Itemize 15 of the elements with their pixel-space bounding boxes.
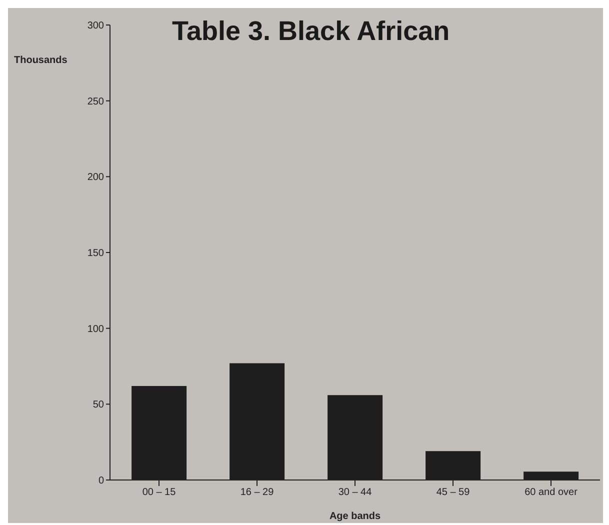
y-tick-label: 50 xyxy=(92,400,104,411)
y-axis-title: Thousands xyxy=(14,55,68,66)
y-tick-label: 100 xyxy=(87,324,104,335)
y-tick-label: 150 xyxy=(87,248,104,260)
x-tick-label: 30 – 44 xyxy=(338,487,372,498)
x-tick-label: 00 – 15 xyxy=(142,487,176,498)
x-tick-label: 60 and over xyxy=(524,487,578,498)
y-tick-label: 200 xyxy=(87,172,104,184)
y-tick-label: 250 xyxy=(87,96,104,108)
y-tick-label: 300 xyxy=(87,20,104,32)
x-tick-label: 45 – 59 xyxy=(436,487,470,498)
x-tick-label: 16 – 29 xyxy=(240,487,274,498)
chart-title: Table 3. Black African xyxy=(172,16,450,47)
y-tick-label: 0 xyxy=(98,476,104,487)
x-axis-title: Age bands xyxy=(329,511,381,522)
